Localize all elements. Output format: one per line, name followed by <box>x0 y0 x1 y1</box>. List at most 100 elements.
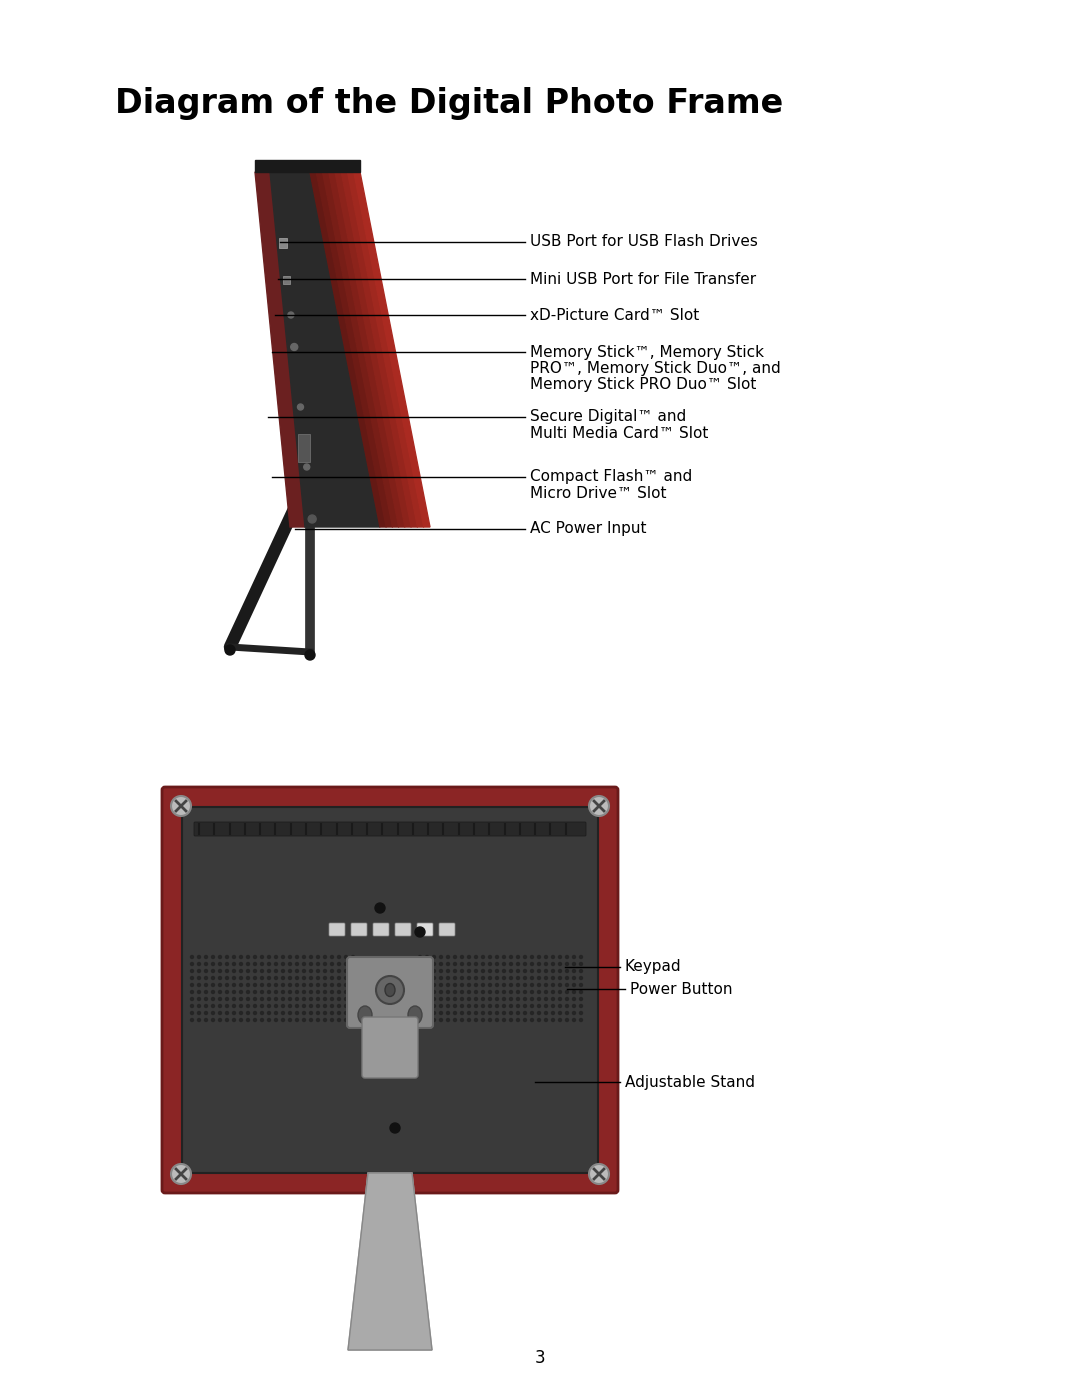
Circle shape <box>274 1004 278 1007</box>
Circle shape <box>440 956 443 958</box>
Circle shape <box>302 956 306 958</box>
Circle shape <box>474 956 477 958</box>
Circle shape <box>440 990 443 993</box>
Circle shape <box>288 1018 292 1021</box>
Text: AC Power Input: AC Power Input <box>530 521 647 536</box>
Circle shape <box>454 1018 457 1021</box>
Circle shape <box>274 1011 278 1014</box>
Circle shape <box>291 344 298 351</box>
Circle shape <box>552 990 554 993</box>
Circle shape <box>376 977 404 1004</box>
Circle shape <box>268 997 270 1000</box>
Circle shape <box>516 977 519 979</box>
Circle shape <box>351 977 354 979</box>
Circle shape <box>558 970 562 972</box>
Circle shape <box>502 990 505 993</box>
Circle shape <box>345 1011 348 1014</box>
Circle shape <box>274 983 278 986</box>
Circle shape <box>580 956 582 958</box>
Circle shape <box>572 1011 576 1014</box>
Ellipse shape <box>384 983 395 996</box>
Circle shape <box>516 990 519 993</box>
Circle shape <box>580 997 582 1000</box>
Circle shape <box>572 997 576 1000</box>
Circle shape <box>524 956 527 958</box>
Circle shape <box>212 1018 215 1021</box>
Circle shape <box>345 963 348 965</box>
Circle shape <box>432 1018 435 1021</box>
Circle shape <box>538 1004 540 1007</box>
Circle shape <box>426 1011 429 1014</box>
Circle shape <box>426 983 429 986</box>
Circle shape <box>432 990 435 993</box>
Circle shape <box>302 1004 306 1007</box>
Polygon shape <box>316 172 392 527</box>
Circle shape <box>226 1011 229 1014</box>
Circle shape <box>496 956 499 958</box>
Circle shape <box>558 1004 562 1007</box>
Circle shape <box>572 963 576 965</box>
Circle shape <box>232 1018 235 1021</box>
Circle shape <box>468 997 471 1000</box>
Circle shape <box>351 1011 354 1014</box>
Circle shape <box>254 956 257 958</box>
Circle shape <box>288 312 294 319</box>
Circle shape <box>302 977 306 979</box>
Circle shape <box>198 956 201 958</box>
Circle shape <box>510 963 513 965</box>
Circle shape <box>218 963 221 965</box>
Circle shape <box>580 990 582 993</box>
Circle shape <box>558 1018 562 1021</box>
Circle shape <box>566 963 568 965</box>
Circle shape <box>240 956 243 958</box>
Circle shape <box>426 956 429 958</box>
Circle shape <box>524 990 527 993</box>
Circle shape <box>502 977 505 979</box>
Circle shape <box>296 1018 298 1021</box>
Circle shape <box>440 963 443 965</box>
Circle shape <box>190 997 193 1000</box>
Circle shape <box>240 970 243 972</box>
Circle shape <box>232 983 235 986</box>
Circle shape <box>530 956 534 958</box>
Circle shape <box>212 956 215 958</box>
Circle shape <box>226 977 229 979</box>
Circle shape <box>303 464 310 469</box>
Circle shape <box>426 997 429 1000</box>
Circle shape <box>524 997 527 1000</box>
Circle shape <box>310 1011 312 1014</box>
Text: Adjustable Stand: Adjustable Stand <box>625 1074 755 1090</box>
FancyBboxPatch shape <box>194 821 586 835</box>
Circle shape <box>510 1018 513 1021</box>
Circle shape <box>198 983 201 986</box>
Circle shape <box>246 997 249 1000</box>
Circle shape <box>274 1018 278 1021</box>
Circle shape <box>432 970 435 972</box>
Circle shape <box>351 997 354 1000</box>
Circle shape <box>260 1011 264 1014</box>
Circle shape <box>488 956 491 958</box>
Polygon shape <box>270 172 380 527</box>
Polygon shape <box>348 172 423 527</box>
Circle shape <box>296 1004 298 1007</box>
FancyBboxPatch shape <box>329 923 345 936</box>
Circle shape <box>345 983 348 986</box>
Circle shape <box>440 983 443 986</box>
Circle shape <box>426 1018 429 1021</box>
Circle shape <box>538 970 540 972</box>
Circle shape <box>552 1011 554 1014</box>
Circle shape <box>190 977 193 979</box>
Circle shape <box>310 997 312 1000</box>
FancyBboxPatch shape <box>162 787 618 1193</box>
Circle shape <box>524 970 527 972</box>
Circle shape <box>440 1011 443 1014</box>
Circle shape <box>468 963 471 965</box>
Circle shape <box>316 1004 320 1007</box>
Circle shape <box>212 963 215 965</box>
Circle shape <box>274 956 278 958</box>
Circle shape <box>530 983 534 986</box>
Circle shape <box>530 963 534 965</box>
Circle shape <box>538 977 540 979</box>
Circle shape <box>260 1018 264 1021</box>
Circle shape <box>496 970 499 972</box>
